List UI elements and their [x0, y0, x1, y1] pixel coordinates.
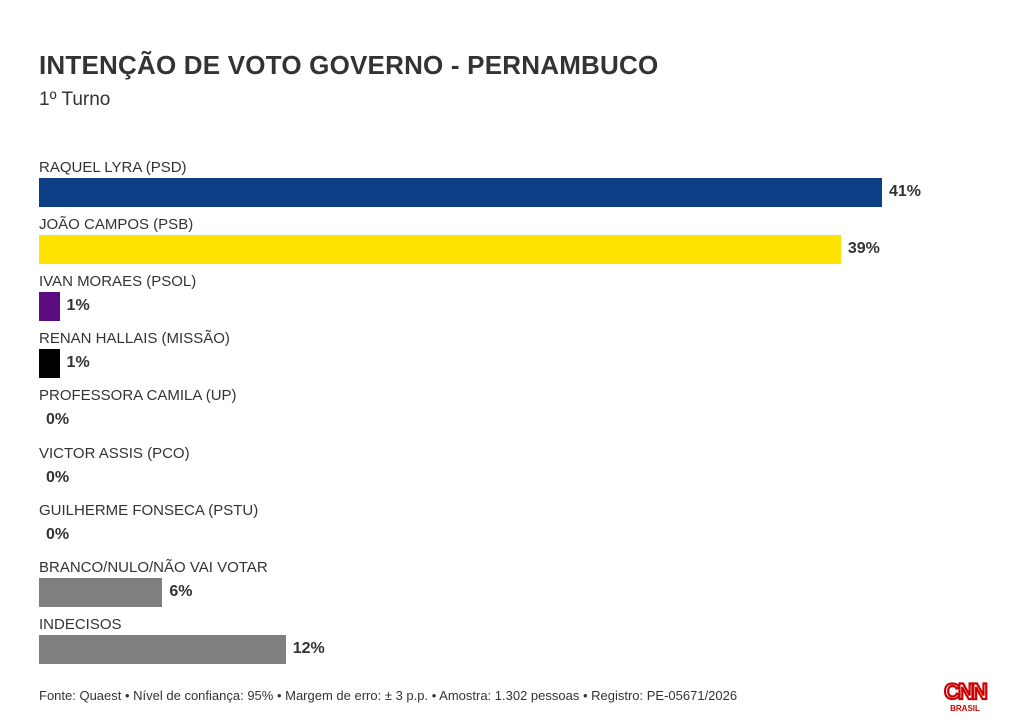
source-footer: Fonte: Quaest • Nível de confiança: 95% …: [39, 688, 738, 703]
svg-text:CNN: CNN: [944, 679, 987, 704]
category-label: IVAN MORAES (PSOL): [39, 273, 197, 291]
value-label: 0%: [46, 525, 70, 543]
bar: [39, 178, 882, 207]
category-label: RAQUEL LYRA (PSD): [39, 159, 187, 176]
value-label: 1%: [66, 297, 90, 315]
value-label: 6%: [169, 582, 193, 600]
bar: [39, 235, 841, 265]
value-label: 0%: [46, 468, 70, 486]
svg-text:BRASIL: BRASIL: [950, 704, 980, 713]
bar: [39, 577, 163, 607]
category-label: BRANCO/NULO/NÃO VAI VOTAR: [39, 558, 268, 576]
value-label: 12%: [292, 639, 325, 657]
bar: [39, 349, 60, 379]
chart-title: INTENÇÃO DE VOTO GOVERNO - PERNAMBUCO: [39, 50, 659, 80]
category-label: GUILHERME FONSECA (PSTU): [39, 501, 259, 519]
category-label: JOÃO CAMPOS (PSB): [39, 216, 194, 234]
cnn-brasil-logo: CNN BRASIL: [943, 678, 990, 713]
category-label: VICTOR ASSIS (PCO): [39, 444, 190, 462]
value-label: 39%: [847, 240, 880, 258]
category-label: RENAN HALLAIS (MISSÃO): [39, 330, 230, 348]
value-label: 0%: [46, 411, 70, 429]
value-label: 1%: [66, 354, 90, 372]
category-label: PROFESSORA CAMILA (UP): [39, 387, 237, 405]
bar: [39, 292, 60, 322]
category-label: INDECISOS: [39, 615, 122, 633]
chart-subtitle: 1º Turno: [39, 89, 111, 110]
value-label: 41%: [889, 183, 922, 200]
bar: [39, 634, 286, 664]
